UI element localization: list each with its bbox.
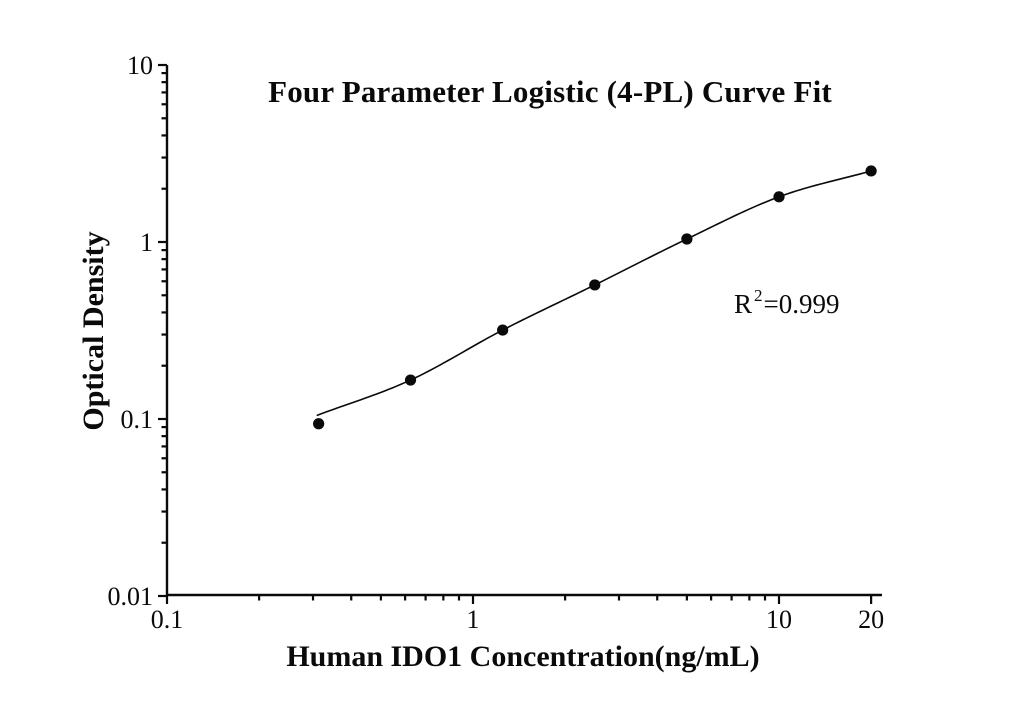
r-squared-value: =0.999	[763, 289, 840, 319]
y-axis-label: Optical Density	[77, 231, 110, 431]
y-axis-tick-label: 10	[127, 51, 153, 80]
data-point	[589, 279, 601, 291]
x-axis-tick-label: 20	[858, 605, 884, 634]
y-axis-tick-label: 1	[140, 228, 153, 257]
axes-spines	[165, 65, 882, 597]
x-axis-tick-label: 0.1	[151, 605, 184, 634]
chart-title: Four Parameter Logistic (4-PL) Curve Fit	[268, 74, 832, 109]
data-point	[404, 374, 417, 386]
data-point	[773, 191, 785, 203]
y-axis-tick-label: 0.01	[108, 582, 154, 611]
r-squared-annotation: R 2=0.999	[734, 286, 840, 320]
x-axis-tick-label: 1	[467, 605, 480, 634]
r-squared-exponent: 2	[754, 286, 763, 305]
data-point	[865, 165, 877, 177]
data-point	[313, 418, 325, 430]
x-axis-label: Human IDO1 Concentration(ng/mL)	[286, 640, 760, 673]
data-point	[497, 324, 509, 336]
data-point	[681, 233, 693, 245]
r-squared-base: R	[734, 289, 753, 319]
x-axis-tick-label: 10	[766, 605, 792, 634]
y-axis-tick-label: 0.1	[121, 405, 154, 434]
